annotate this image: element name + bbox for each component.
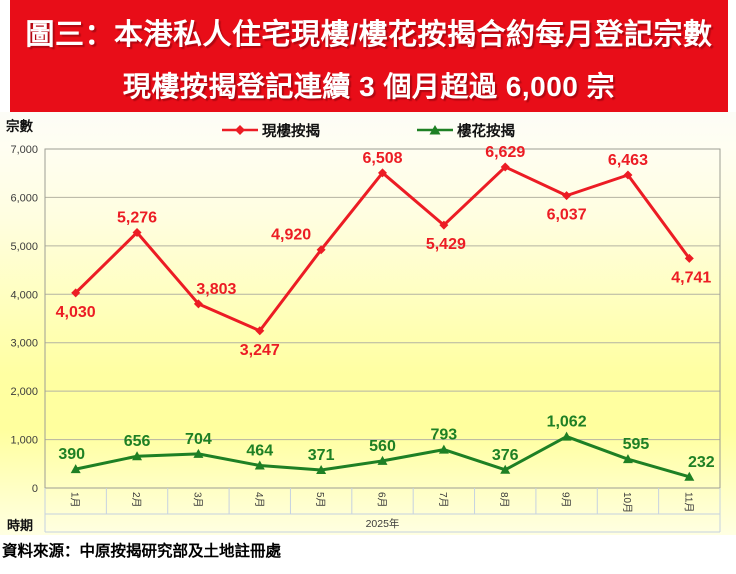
legend-item-presale-mortgage: 樓花按揭 xyxy=(416,120,515,141)
y-tick-label: 7,000 xyxy=(10,144,38,156)
triangle-marker-icon xyxy=(193,448,204,458)
x-tick-label: 2月 xyxy=(130,492,142,508)
diamond-marker-icon xyxy=(193,299,203,309)
triangle-marker-icon xyxy=(429,125,441,135)
x-tick-label: 10月 xyxy=(621,492,633,513)
diamond-marker-icon xyxy=(132,227,142,237)
data-label: 4,741 xyxy=(671,269,711,286)
line-chart: 0 1,000 2,000 3,000 4,000 5,000 6,000 7,000 1月 2月… xyxy=(10,144,721,533)
data-label: 3,247 xyxy=(240,342,280,359)
data-label: 595 xyxy=(623,436,650,453)
data-label: 6,508 xyxy=(362,150,402,167)
y-tick-label: 6,000 xyxy=(10,192,38,204)
x-tick-label: 9月 xyxy=(560,492,572,508)
chart-title: 圖三：本港私人住宅現樓/樓花按揭合約每月登記宗數 xyxy=(25,19,713,51)
data-label: 6,629 xyxy=(485,144,525,161)
legend-item-existing-mortgage: 現樓按揭 xyxy=(221,120,320,141)
data-label: 4,030 xyxy=(56,304,96,321)
y-tick-label: 2,000 xyxy=(10,386,38,398)
diamond-marker-icon xyxy=(684,253,694,263)
data-label: 1,062 xyxy=(547,414,587,431)
x-tick-label: 1月 xyxy=(69,492,81,508)
x-tick-label: 4月 xyxy=(253,492,265,508)
diamond-marker-icon xyxy=(255,326,265,336)
chart-subtitle: 現樓按揭登記連續 3 個月超過 6,000 宗 xyxy=(122,71,616,102)
x-tick-label: 3月 xyxy=(191,492,203,508)
diamond-marker-icon xyxy=(378,168,387,178)
triangle-marker-icon xyxy=(684,471,695,481)
diamond-marker-icon xyxy=(623,170,633,180)
x-tick-label: 7月 xyxy=(437,492,449,508)
x-axis-title: 時期 xyxy=(7,518,34,533)
diamond-marker-icon xyxy=(316,245,326,255)
x-tick-label: 5月 xyxy=(314,492,326,508)
chart-title-banner: 圖三：本港私人住宅現樓/樓花按揭合約每月登記宗數 現樓按揭登記連續 3 個月超過… xyxy=(10,0,728,112)
x-tick-label: 8月 xyxy=(498,492,510,508)
diamond-marker-icon xyxy=(235,125,245,135)
diamond-marker-icon xyxy=(562,191,572,201)
plot-border xyxy=(44,148,721,489)
x-axis-group-label: 2025年 xyxy=(366,517,400,530)
y-tick-label: 1,000 xyxy=(10,435,38,447)
triangle-marker-icon xyxy=(622,454,633,464)
source-note: 資料來源：中原按揭研究部及土地註冊處 xyxy=(2,543,282,560)
legend: 現樓按揭 樓花按揭 xyxy=(0,119,736,141)
data-label: 6,037 xyxy=(547,207,587,224)
data-label: 704 xyxy=(185,431,212,448)
legend-marker-presale xyxy=(417,125,453,135)
legend-label-presale: 樓花按揭 xyxy=(457,123,515,140)
triangle-marker-icon xyxy=(132,451,143,461)
triangle-marker-icon xyxy=(377,455,388,465)
x-tick-label: 6月 xyxy=(376,492,388,508)
data-label: 793 xyxy=(431,427,458,444)
data-label: 6,463 xyxy=(608,152,648,169)
data-label: 390 xyxy=(58,446,85,463)
diamond-marker-icon xyxy=(500,162,510,172)
data-label: 371 xyxy=(308,447,335,464)
y-tick-label: 0 xyxy=(32,483,38,495)
triangle-marker-icon xyxy=(561,431,572,441)
legend-label-existing: 現樓按揭 xyxy=(262,123,320,140)
triangle-marker-icon xyxy=(70,464,81,474)
y-tick-label: 3,000 xyxy=(10,338,38,350)
triangle-marker-icon xyxy=(500,464,511,474)
chart-region: 宗數 現樓按揭 樓花按揭 0 1,000 2,000 3,000 4,000 5,000 6… xyxy=(0,112,736,535)
data-label: 376 xyxy=(492,447,519,464)
data-label: 3,803 xyxy=(196,281,236,298)
data-label: 464 xyxy=(246,443,273,460)
diamond-marker-icon xyxy=(439,220,449,230)
data-label: 656 xyxy=(124,433,151,450)
y-axis-title: 宗數 xyxy=(6,119,33,134)
triangle-marker-icon xyxy=(438,444,449,454)
x-tick-label: 11月 xyxy=(682,492,694,512)
series-line-0 xyxy=(74,165,691,333)
triangle-marker-icon xyxy=(254,460,265,470)
diamond-marker-icon xyxy=(71,288,81,298)
data-label: 560 xyxy=(369,438,396,455)
triangle-marker-icon xyxy=(316,465,327,475)
data-label: 4,920 xyxy=(271,227,311,244)
data-label: 5,276 xyxy=(117,209,157,226)
data-label: 5,429 xyxy=(426,236,466,253)
legend-marker-existing xyxy=(222,125,258,135)
y-tick-label: 5,000 xyxy=(10,241,38,253)
y-tick-label: 4,000 xyxy=(10,289,38,301)
data-label: 232 xyxy=(688,454,715,471)
